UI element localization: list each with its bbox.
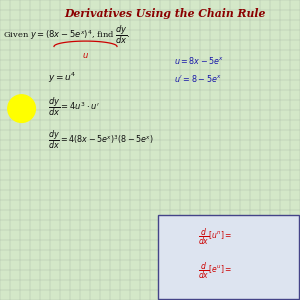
Text: Derivatives Using the Chain Rule: Derivatives Using the Chain Rule [64, 8, 266, 19]
Text: $\dfrac{d}{dx}[u^n] = $: $\dfrac{d}{dx}[u^n] = $ [198, 227, 232, 247]
Text: $u = 8x - 5e^x$: $u = 8x - 5e^x$ [174, 55, 224, 65]
Text: Given $y = (8x - 5e^x)^4$, find $\dfrac{dy}{dx}$.: Given $y = (8x - 5e^x)^4$, find $\dfrac{… [3, 23, 131, 46]
Text: $\dfrac{d}{dx}[e^u] = $: $\dfrac{d}{dx}[e^u] = $ [198, 261, 232, 281]
Text: $u$: $u$ [82, 51, 89, 60]
Text: $\dfrac{dy}{dx} = 4(8x-5e^x)^3(8-5e^x)$: $\dfrac{dy}{dx} = 4(8x-5e^x)^3(8-5e^x)$ [48, 129, 154, 152]
Text: $\dfrac{dy}{dx} = 4u^3 \cdot u'$: $\dfrac{dy}{dx} = 4u^3 \cdot u'$ [48, 95, 100, 118]
Text: $y = u^4$: $y = u^4$ [48, 71, 76, 85]
Text: $u' = 8 - 5e^x$: $u' = 8 - 5e^x$ [174, 73, 222, 83]
FancyBboxPatch shape [158, 214, 298, 298]
Circle shape [8, 95, 35, 122]
